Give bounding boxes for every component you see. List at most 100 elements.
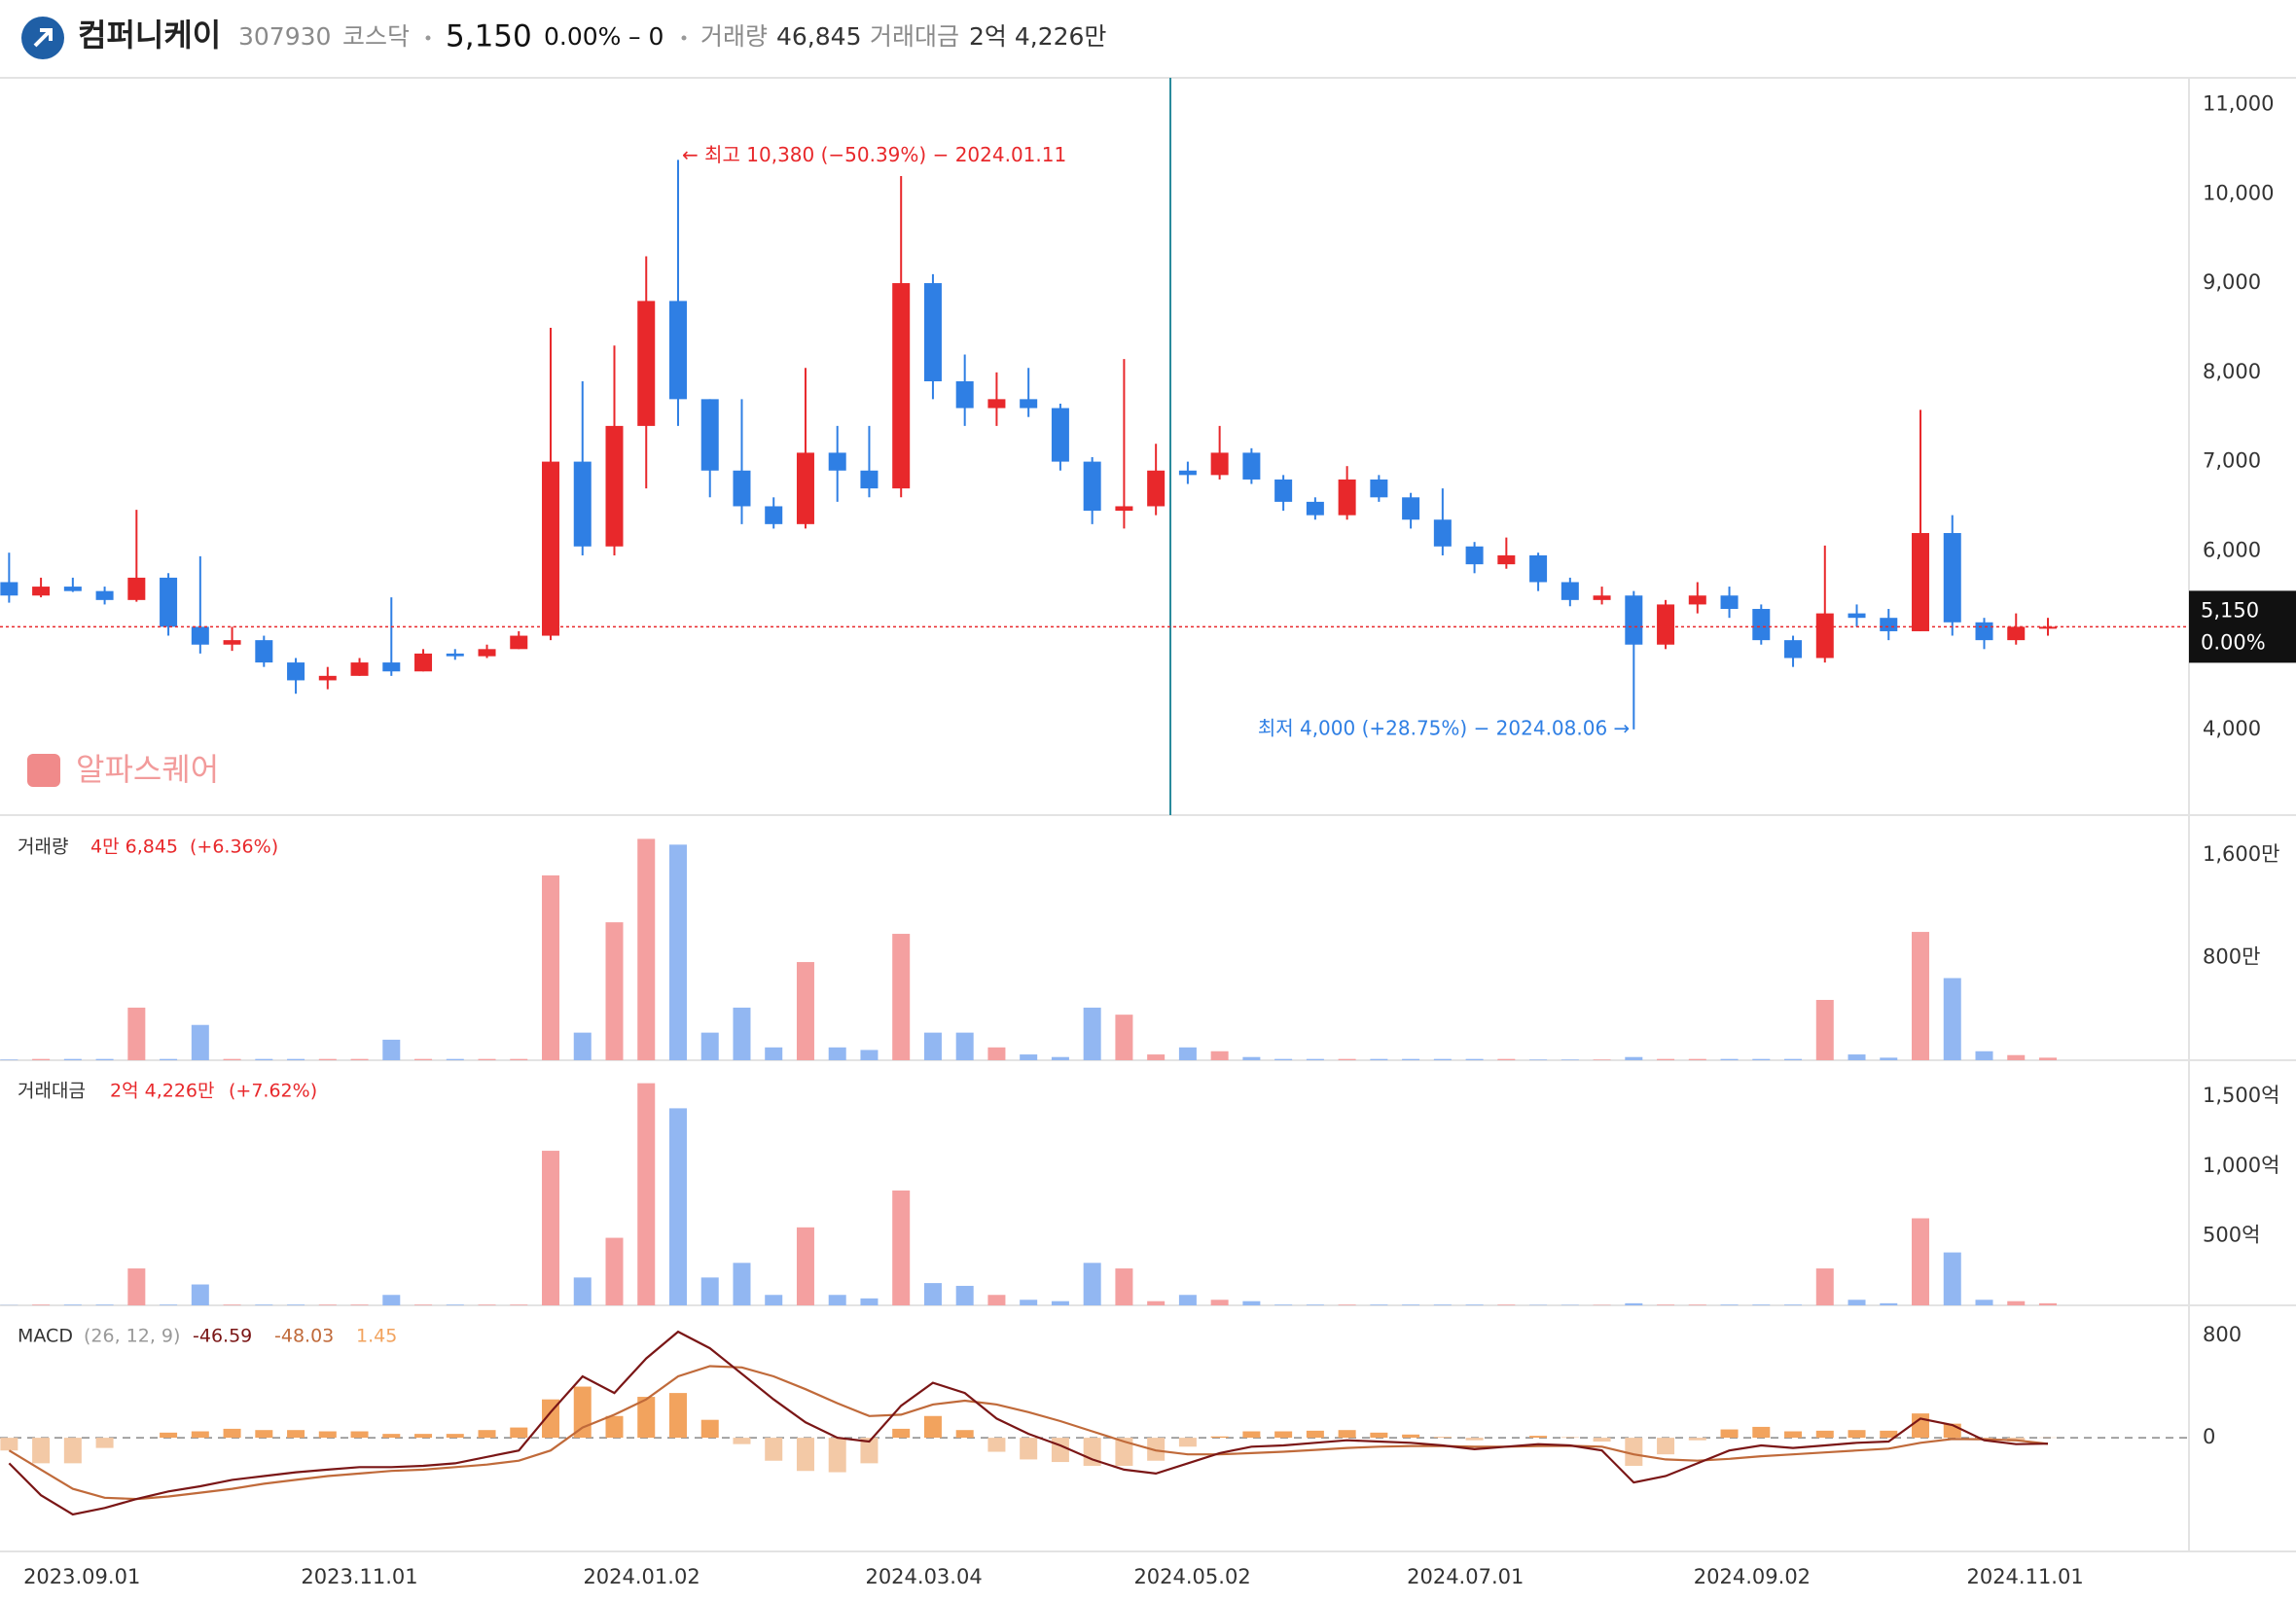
x-tick-label: 2023.11.01 — [301, 1565, 417, 1588]
histogram-bar — [892, 1428, 911, 1439]
bar — [510, 1058, 528, 1060]
candle-body — [1274, 479, 1293, 502]
candle-body — [1593, 595, 1611, 600]
candle-body — [892, 283, 911, 489]
histogram-bar — [223, 1428, 241, 1439]
bar — [446, 1304, 464, 1305]
bar — [510, 1304, 528, 1305]
bar — [1306, 1304, 1324, 1305]
bar — [1433, 1058, 1452, 1060]
bar — [1625, 1056, 1643, 1060]
bar — [1115, 1015, 1133, 1060]
candle-body — [223, 640, 241, 645]
y-tick-label: 1,000억 — [2203, 1154, 2279, 1177]
bar — [1338, 1304, 1356, 1305]
y-tick-label: 10,000 — [2203, 181, 2274, 204]
bar — [668, 1108, 687, 1305]
pane-change: (+7.62%) — [229, 1081, 317, 1102]
bar — [414, 1058, 433, 1060]
legend-macd: -46.59 — [193, 1326, 252, 1347]
candle-body — [605, 425, 624, 547]
y-tick-label: 9,000 — [2203, 270, 2261, 294]
histogram-bar — [637, 1397, 656, 1439]
pane-title: 거래대금 — [18, 1081, 86, 1102]
candle-body — [700, 399, 719, 471]
bar — [1020, 1054, 1038, 1060]
histogram-bar — [700, 1419, 719, 1439]
bar — [955, 1285, 974, 1305]
volume: 46,845 — [776, 22, 861, 51]
macd-line — [8, 1330, 2049, 1516]
candle-body — [1147, 470, 1166, 507]
histogram-bar — [1338, 1430, 1356, 1439]
bar — [191, 1024, 209, 1060]
histogram-bar — [923, 1415, 942, 1439]
bar — [765, 1295, 783, 1305]
candle-body — [828, 452, 846, 471]
candle-body — [860, 470, 879, 489]
y-tick-label: 1,600만 — [2203, 842, 2279, 866]
candle-body — [0, 582, 18, 596]
bar — [414, 1304, 433, 1305]
histogram-bar — [160, 1432, 178, 1439]
histogram-bar — [1784, 1431, 1803, 1439]
bar — [1115, 1268, 1133, 1305]
candle-body — [1210, 452, 1229, 476]
candle-body — [318, 675, 337, 681]
candle-body — [573, 461, 592, 547]
candle-body — [191, 626, 209, 645]
bar — [1912, 932, 1930, 1060]
bar — [95, 1304, 114, 1305]
candle-body — [63, 587, 82, 591]
histogram-bar — [1020, 1438, 1038, 1460]
bar — [63, 1304, 82, 1305]
histogram-bar — [0, 1438, 18, 1451]
candle-body — [1402, 497, 1420, 520]
bar — [223, 1304, 241, 1305]
bar — [1242, 1056, 1261, 1060]
bar — [350, 1304, 369, 1305]
candle-body — [32, 587, 51, 596]
bar — [1561, 1059, 1579, 1060]
x-tick-label: 2024.11.01 — [1966, 1565, 2083, 1588]
candle-body — [1561, 582, 1579, 600]
bar — [1497, 1304, 1516, 1305]
watermark-icon — [27, 754, 60, 787]
bar — [1848, 1300, 1866, 1305]
amount: 2억 4,226만 — [969, 22, 1106, 51]
bar — [287, 1304, 305, 1305]
histogram-bar — [733, 1438, 751, 1444]
bar — [1880, 1302, 1898, 1305]
bar — [892, 934, 911, 1060]
bar — [478, 1058, 496, 1060]
bar — [1210, 1300, 1229, 1305]
bar — [1274, 1304, 1293, 1305]
candle-body — [1975, 622, 1993, 641]
bar — [1497, 1058, 1516, 1060]
x-tick-label: 2024.03.04 — [865, 1565, 982, 1588]
bar — [1975, 1300, 1993, 1305]
bar — [2038, 1302, 2057, 1305]
histogram-bar — [510, 1427, 528, 1439]
histogram-bar — [955, 1430, 974, 1439]
histogram-bar — [1147, 1438, 1166, 1461]
candle-body — [1848, 613, 1866, 619]
candle-body — [542, 461, 560, 636]
candle-body — [446, 653, 464, 657]
histogram-bar — [287, 1430, 305, 1439]
candle-body — [127, 577, 146, 600]
candle-body — [637, 301, 656, 426]
legend-signal: -48.03 — [274, 1326, 334, 1347]
histogram-bar — [1402, 1434, 1420, 1439]
histogram-bar — [573, 1386, 592, 1439]
stock-name: 컴퍼니케이 — [78, 17, 221, 53]
histogram-bar — [1848, 1430, 1866, 1439]
bar — [700, 1032, 719, 1060]
bar — [1943, 978, 1961, 1060]
histogram-bar — [1274, 1431, 1293, 1439]
histogram-bar — [1657, 1438, 1675, 1455]
y-tick-label: 500억 — [2203, 1223, 2260, 1246]
histogram-bar — [1465, 1438, 1484, 1441]
y-tick-label: 0 — [2203, 1425, 2215, 1448]
